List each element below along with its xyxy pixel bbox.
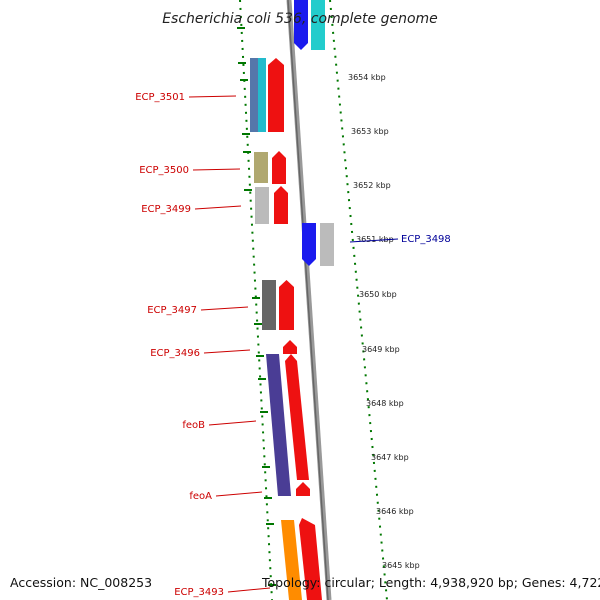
gene-label-leader (192, 168, 241, 171)
gene-label[interactable]: ECP_3498 (401, 234, 451, 245)
kbp-label: 3648 kbp (366, 399, 404, 408)
gene-label[interactable]: ECP_3496 (150, 348, 200, 359)
gene-feature-ecp3493[interactable] (281, 520, 302, 600)
genome-summary-text: Topology: circular; Length: 4,938,920 bp… (262, 575, 600, 590)
gene-feature-ecp3497[interactable] (262, 280, 276, 330)
gene-feature-reverse[interactable] (311, 0, 325, 50)
gene-feature-ecp3493[interactable] (299, 518, 322, 600)
tick-marks (237, 27, 276, 586)
gene-labels: ECP_3501 ECP_3500 ECP_3499 ECP_3498 ECP_3497… (135, 92, 451, 598)
kbp-label: 3646 kbp (376, 507, 414, 516)
gene-feature-ecp3499[interactable] (274, 186, 288, 224)
gene-feature-ecp3496[interactable] (283, 340, 297, 354)
gene-label-leader (203, 349, 251, 354)
gene-label-leader (194, 205, 242, 210)
kbp-label: 3651 kbp (356, 235, 394, 244)
gene-feature-ecp3501[interactable] (250, 58, 259, 132)
gene-feature-ecp3498[interactable] (302, 223, 316, 266)
kbp-label: 3653 kbp (351, 127, 389, 136)
kbp-label: 3645 kbp (382, 561, 420, 570)
gene-feature-ecp3499[interactable] (255, 187, 269, 224)
gene-label[interactable]: ECP_3499 (141, 204, 191, 215)
gene-feature-reverse[interactable] (294, 0, 308, 50)
gene-feature-feob[interactable] (285, 354, 309, 480)
gene-feature-ecp3498[interactable] (320, 223, 334, 266)
gene-label-leader (227, 587, 271, 593)
genome-backbone (286, 0, 332, 600)
gene-feature-ecp3500[interactable] (254, 152, 268, 183)
kbp-label: 3652 kbp (353, 181, 391, 190)
kbp-labels: 3654 kbp 3653 kbp 3652 kbp 3651 kbp 3650 kbp… (348, 73, 420, 570)
gene-label[interactable]: feoA (189, 491, 212, 502)
gene-label-leader (208, 420, 257, 426)
gene-label[interactable]: ECP_3501 (135, 92, 185, 103)
kbp-label: 3647 kbp (371, 453, 409, 462)
gene-label-leader (215, 491, 263, 497)
gene-label-leader (200, 306, 249, 311)
gene-features (250, 0, 334, 600)
gene-feature-ecp3497[interactable] (279, 280, 294, 330)
gene-label[interactable]: ECP_3500 (139, 165, 189, 176)
gene-feature-feoa[interactable] (296, 482, 310, 496)
gene-feature-feob[interactable] (266, 354, 291, 496)
gene-feature-ecp3501[interactable] (258, 58, 266, 132)
gene-label-leader (349, 238, 399, 243)
kbp-label: 3649 kbp (362, 345, 400, 354)
gene-label[interactable]: ECP_3497 (147, 305, 197, 316)
gene-label[interactable]: ECP_3493 (174, 587, 224, 598)
accession-text: Accession: NC_008253 (10, 575, 153, 590)
gene-label[interactable]: feoB (182, 420, 205, 431)
kbp-label: 3650 kbp (359, 290, 397, 299)
gene-label-leader (188, 95, 237, 98)
kbp-label: 3654 kbp (348, 73, 386, 82)
map-title: Escherichia coli 536, complete genome (162, 11, 438, 27)
gene-feature-ecp3500[interactable] (272, 151, 286, 184)
gene-feature-ecp3501[interactable] (268, 58, 284, 132)
